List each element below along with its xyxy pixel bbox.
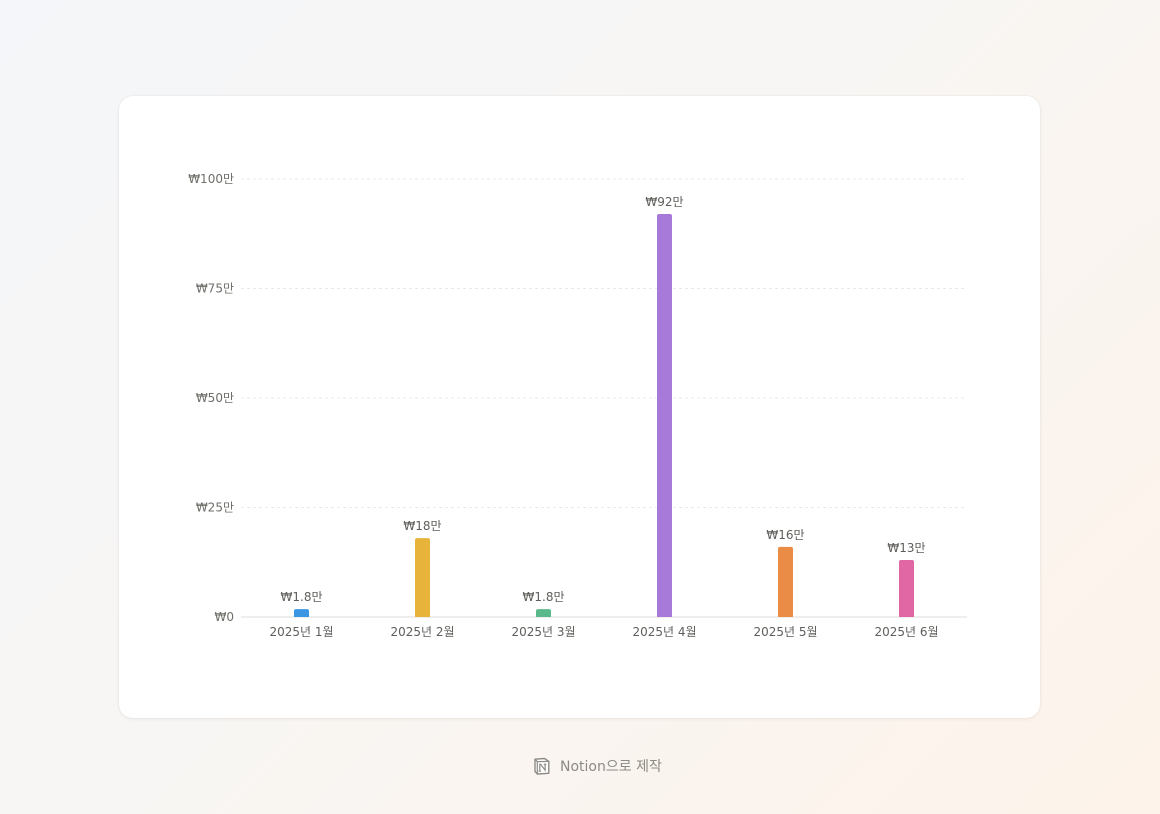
chart-card: ₩0 ₩25만 ₩50만 ₩75만 ₩100만 ₩1.8만 ₩18만 ₩1.8만 ₩92만 ₩1… xyxy=(119,96,1040,718)
bar[interactable] xyxy=(778,546,793,617)
y-tick-label: ₩25만 xyxy=(196,501,234,515)
bar-chart: ₩0₩25만₩50만₩75만₩100만 ₩1.8만₩18만₩1.8만₩92만₩1… xyxy=(188,172,967,639)
bar[interactable] xyxy=(294,609,309,617)
y-tick-label: ₩50만 xyxy=(196,391,234,405)
x-tick-label: 2025년 3월 xyxy=(511,625,575,639)
data-label: ₩18만 xyxy=(403,519,441,533)
y-tick-label: ₩75만 xyxy=(196,282,234,296)
footer-text: Notion으로 제작 xyxy=(560,759,662,775)
x-axis-ticks: 2025년 1월 2025년 2월 2025년 3월 2025년 4월 2025년 5월… xyxy=(269,625,938,639)
x-tick-label: 2025년 5월 xyxy=(753,625,817,639)
data-label: ₩16만 xyxy=(766,528,804,542)
grid-lines xyxy=(241,178,967,618)
x-tick-label: 2025년 4월 xyxy=(632,625,696,639)
y-tick-label: ₩100만 xyxy=(188,172,234,186)
data-label: ₩1.8만 xyxy=(523,590,565,604)
data-label: ₩13만 xyxy=(887,541,925,555)
x-tick-label: 2025년 1월 xyxy=(269,625,333,639)
bar[interactable] xyxy=(415,538,430,617)
bar[interactable] xyxy=(657,214,672,617)
y-axis-ticks: ₩0 ₩25만 ₩50만 ₩75만 ₩100만 xyxy=(188,172,234,624)
y-tick-label: ₩0 xyxy=(215,610,235,624)
x-tick-label: 2025년 2월 xyxy=(390,625,454,639)
data-label: ₩92만 xyxy=(645,195,683,209)
bar[interactable] xyxy=(899,560,914,617)
data-labels: ₩1.8만 ₩18만 ₩1.8만 ₩92만 ₩16만 ₩13만 xyxy=(281,195,926,604)
bar[interactable] xyxy=(536,609,551,617)
x-tick-label: 2025년 6월 xyxy=(874,625,938,639)
notion-logo-icon xyxy=(532,756,552,776)
made-with-notion-footer[interactable]: Notion으로 제작 xyxy=(532,755,662,777)
bars xyxy=(294,214,914,617)
data-label: ₩1.8만 xyxy=(281,590,323,604)
